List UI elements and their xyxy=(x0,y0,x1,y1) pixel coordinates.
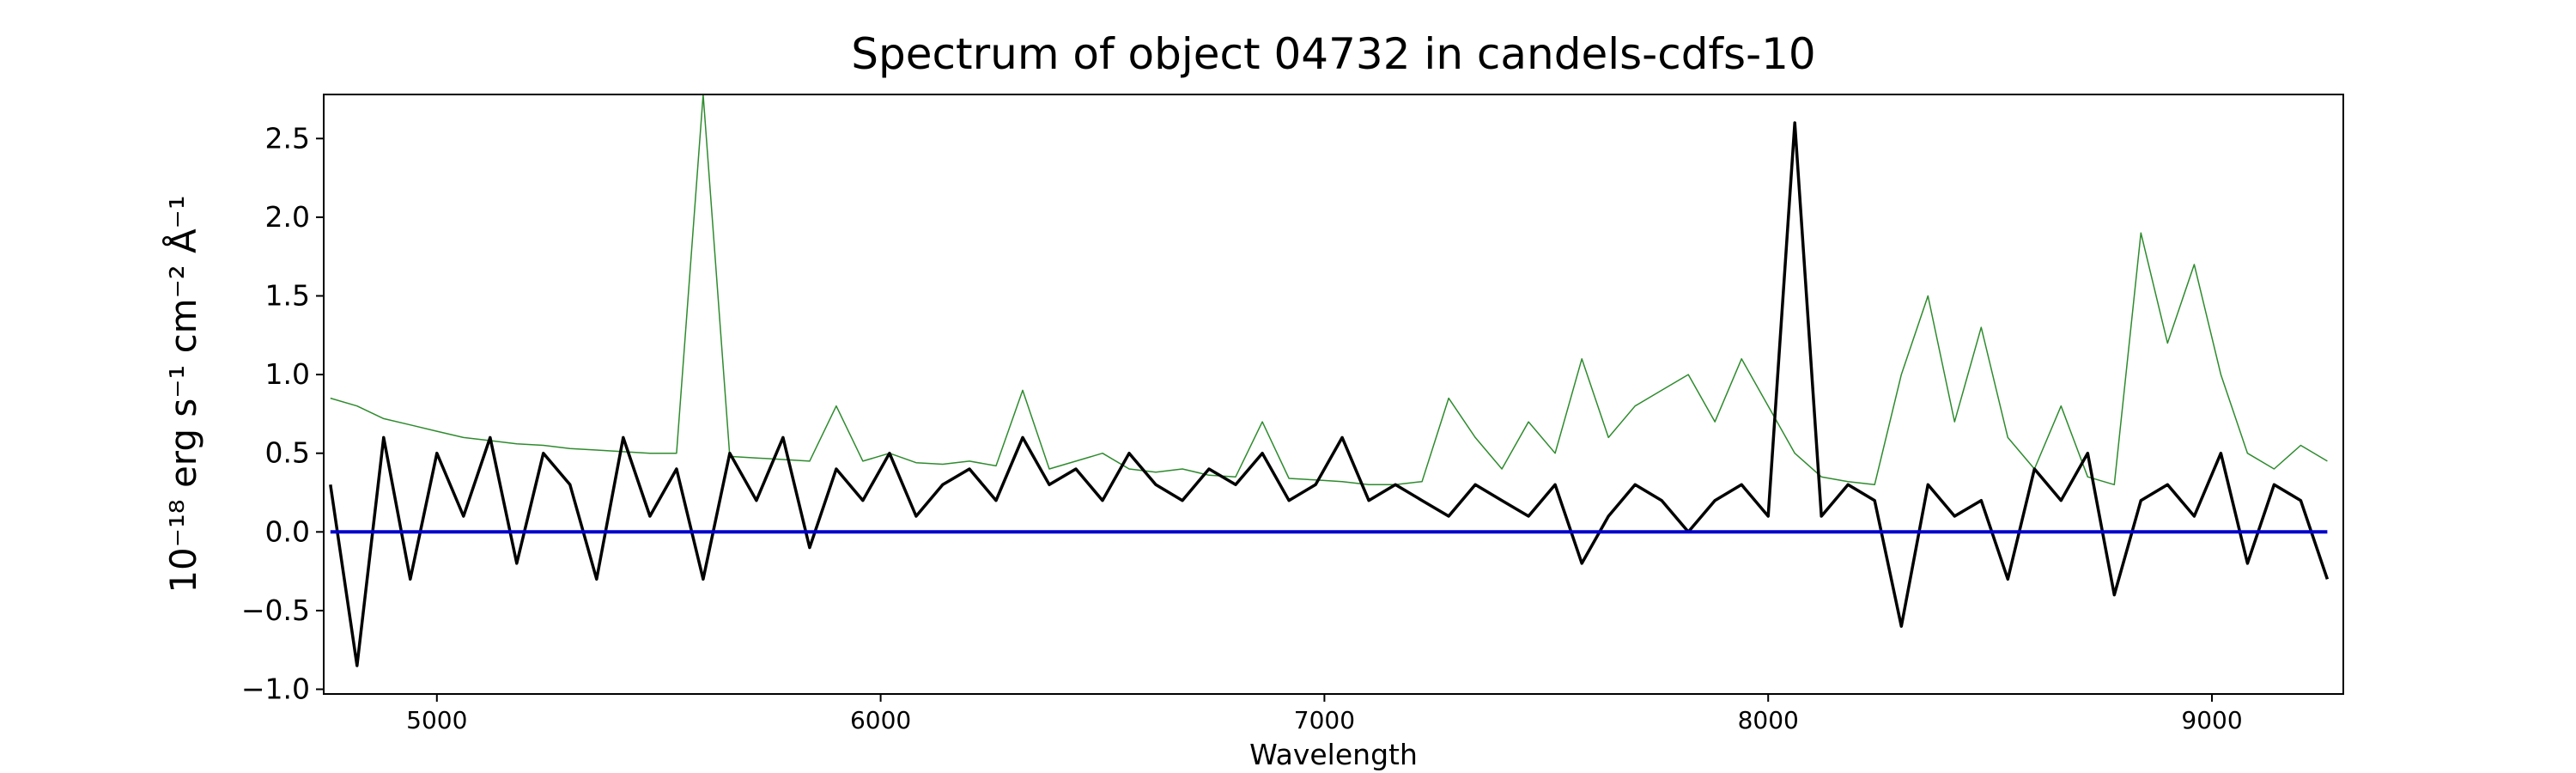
x-tick-label: 7000 xyxy=(1294,706,1355,734)
y-axis-label: 10⁻¹⁸ erg s⁻¹ cm⁻² Å⁻¹ xyxy=(161,195,204,593)
x-tick-label: 5000 xyxy=(406,706,467,734)
y-tick-label: −1.0 xyxy=(241,673,310,706)
y-tick-label: 2.5 xyxy=(265,121,310,155)
y-tick-label: −0.5 xyxy=(241,593,310,627)
y-tick-label: 2.0 xyxy=(265,200,310,234)
y-tick-label: 1.0 xyxy=(265,357,310,391)
chart-title: Spectrum of object 04732 in candels-cdfs… xyxy=(851,29,1816,79)
x-tick-label: 8000 xyxy=(1738,706,1799,734)
spectrum-line xyxy=(330,94,2328,486)
y-tick-label: 0.5 xyxy=(265,436,310,470)
x-tick-label: 6000 xyxy=(850,706,911,734)
plot-area xyxy=(329,94,2330,667)
y-tick-label: 1.5 xyxy=(265,278,310,312)
y-tick-label: 0.0 xyxy=(265,514,310,548)
x-tick-label: 9000 xyxy=(2181,706,2242,734)
spectrum-line xyxy=(329,121,2330,667)
x-axis-label: Wavelength xyxy=(1249,738,1418,771)
plot-frame xyxy=(323,94,2344,695)
